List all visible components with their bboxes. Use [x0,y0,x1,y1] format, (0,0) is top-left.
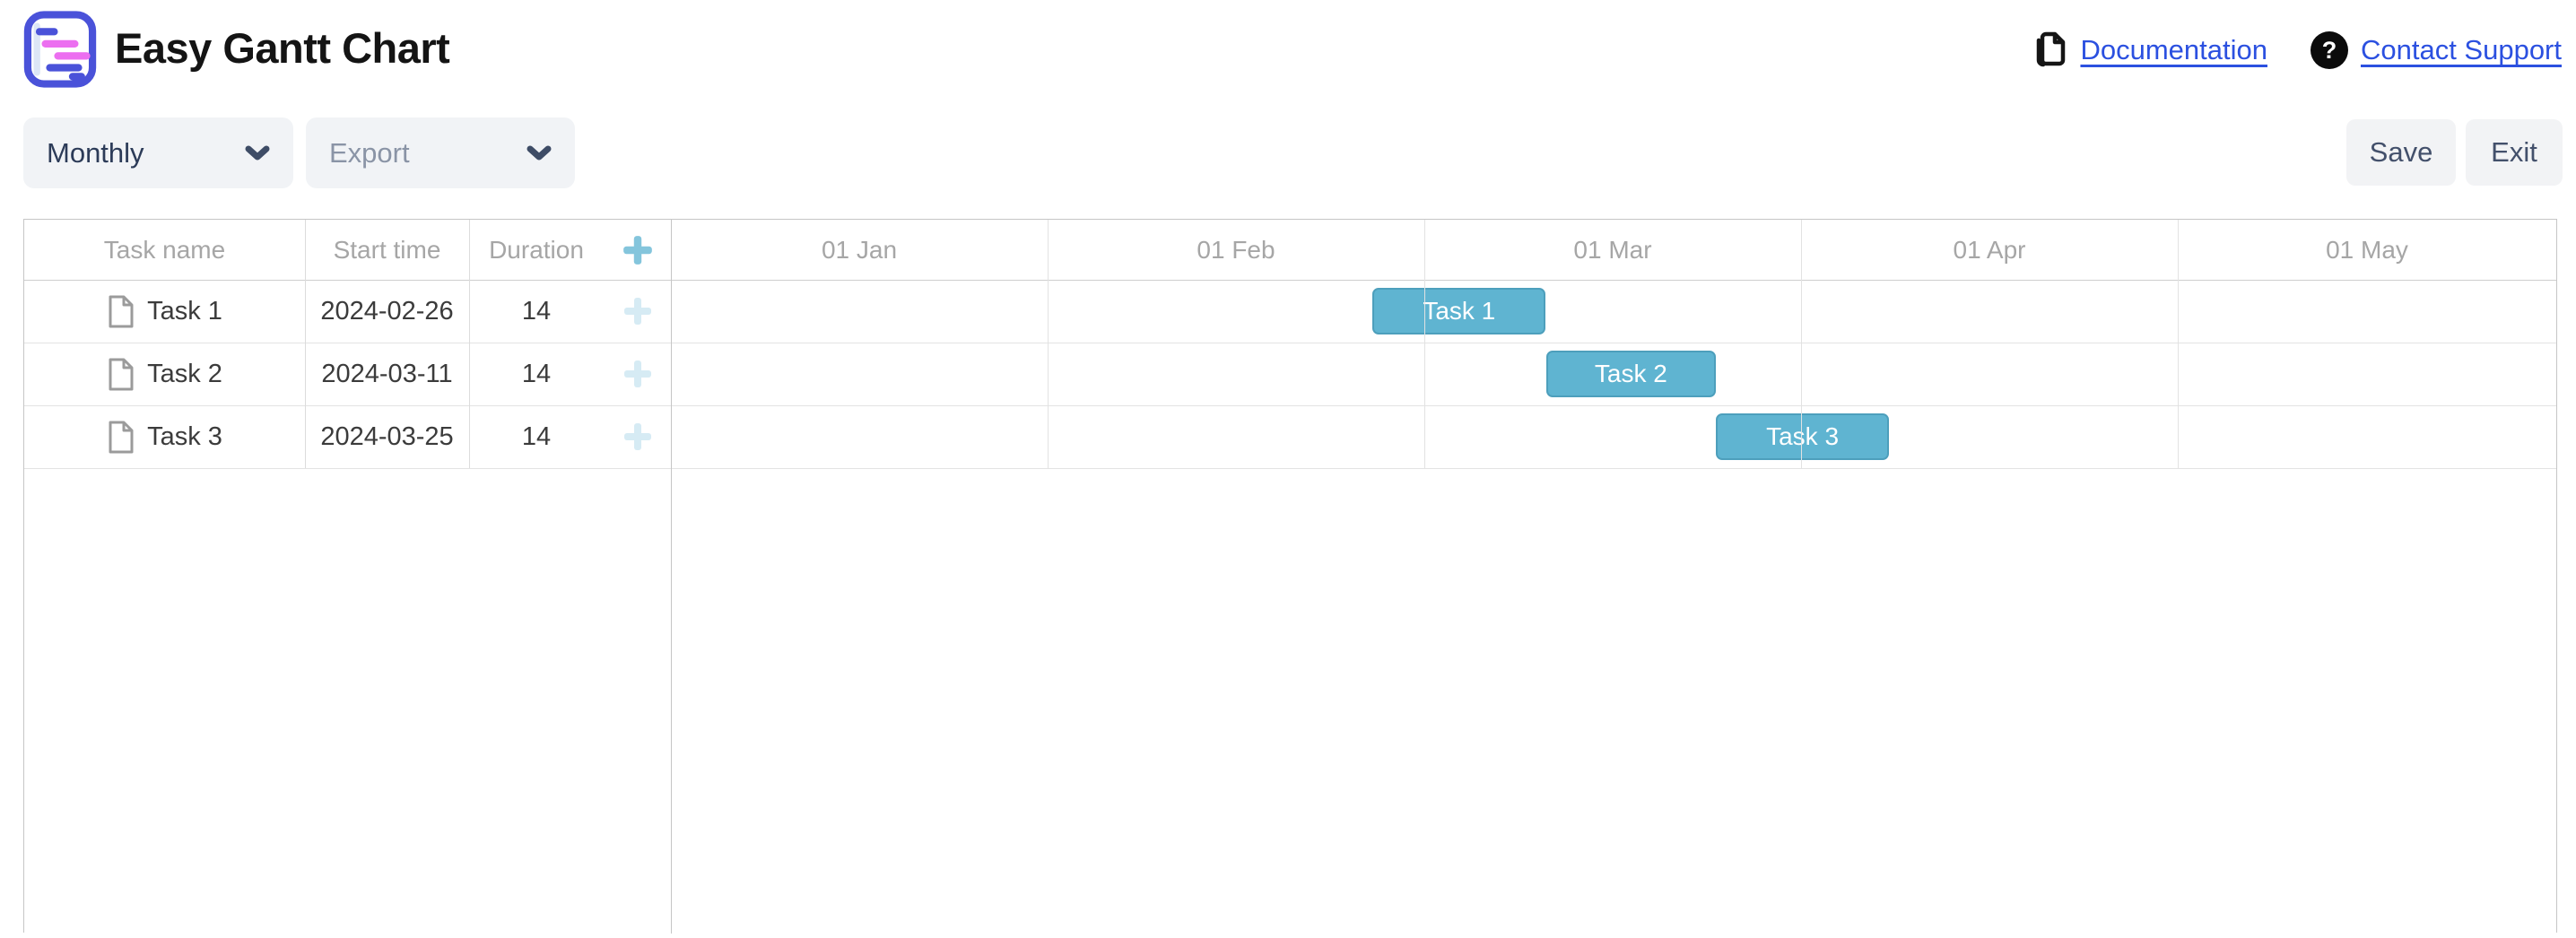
gantt-logo-icon [23,11,97,88]
scale-cell: 01 May [2326,235,2408,264]
scale-cell: 01 Apr [1953,235,2026,264]
grid-line [24,280,2556,281]
task-name-cell[interactable]: Task 3 [24,405,305,468]
plus-icon [622,235,652,265]
plus-icon [623,423,651,450]
documentation-link[interactable]: Documentation [2032,30,2267,70]
file-icon [109,295,134,327]
question-circle-icon: ? [2310,31,2348,69]
column-header-duration: Duration [489,235,584,264]
scale-cell: 01 Jan [821,235,898,264]
gantt-table: Task name Start time Duration 01 Jan 01 F… [23,219,2557,934]
grid-line [671,220,672,934]
grid-line [1424,220,1425,468]
task-name-label: Task 1 [147,296,222,326]
start-time-cell[interactable]: 2024-03-11 [321,359,453,388]
task-bar[interactable]: Task 1 [1372,288,1546,334]
grid-line [469,220,470,468]
task-grid-row[interactable]: Task 1 2024-02-26 14 [24,280,671,343]
column-header-task-name: Task name [103,235,226,264]
view-mode-value: Monthly [47,136,144,169]
start-time-cell[interactable]: 2024-03-25 [320,421,454,451]
task-grid-row[interactable]: Task 2 2024-03-11 14 [24,343,671,405]
chevron-down-icon [527,145,552,160]
file-icon [109,421,134,453]
grid-header-row: Task name Start time Duration [24,220,671,280]
grid-line [1801,220,1802,468]
duration-cell[interactable]: 14 [521,359,552,388]
pages-icon [2037,31,2066,67]
start-time-cell[interactable]: 2024-02-26 [320,296,454,326]
documentation-label: Documentation [2080,34,2267,65]
duration-cell[interactable]: 14 [521,296,552,326]
page-title: Easy Gantt Chart [115,24,450,72]
view-mode-select[interactable]: Monthly [23,117,293,188]
add-subtask-button[interactable] [604,280,671,343]
task-grid-row[interactable]: Task 3 2024-03-25 14 [24,405,671,468]
contact-support-link[interactable]: ? Contact Support [2310,31,2562,69]
task-bar-label: Task 1 [1423,297,1496,325]
add-subtask-button[interactable] [604,405,671,468]
duration-cell[interactable]: 14 [521,421,552,451]
task-name-label: Task 3 [147,421,222,451]
scale-cell: 01 Mar [1573,235,1652,264]
task-bar-label: Task 3 [1766,422,1840,450]
grid-line [24,468,2556,469]
file-icon [109,358,134,390]
header-links: Documentation ? Contact Support [2032,30,2562,70]
column-header-start-time: Start time [333,235,441,264]
plus-icon [623,298,651,325]
task-name-label: Task 2 [147,359,222,388]
grid-line [1048,220,1049,468]
scale-cell: 01 Feb [1197,235,1275,264]
add-task-button[interactable] [604,220,671,280]
export-select[interactable]: Export [306,117,575,188]
grid-line [2178,220,2179,468]
add-subtask-button[interactable] [604,343,671,405]
grid-line [24,405,2556,406]
timeline-scale-row: 01 Jan 01 Feb 01 Mar 01 Apr 01 May [671,220,2556,280]
task-name-cell[interactable]: Task 2 [24,343,305,405]
grid-line [305,220,306,468]
task-name-cell[interactable]: Task 1 [24,280,305,343]
exit-button[interactable]: Exit [2466,119,2563,186]
contact-support-label: Contact Support [2360,34,2562,65]
save-button[interactable]: Save [2346,119,2456,186]
task-bar-label: Task 2 [1594,360,1667,387]
plus-icon [623,360,651,387]
task-bar[interactable]: Task 2 [1545,351,1717,397]
export-value: Export [329,136,410,169]
chevron-down-icon [245,145,270,160]
task-bar[interactable]: Task 3 [1716,413,1889,460]
